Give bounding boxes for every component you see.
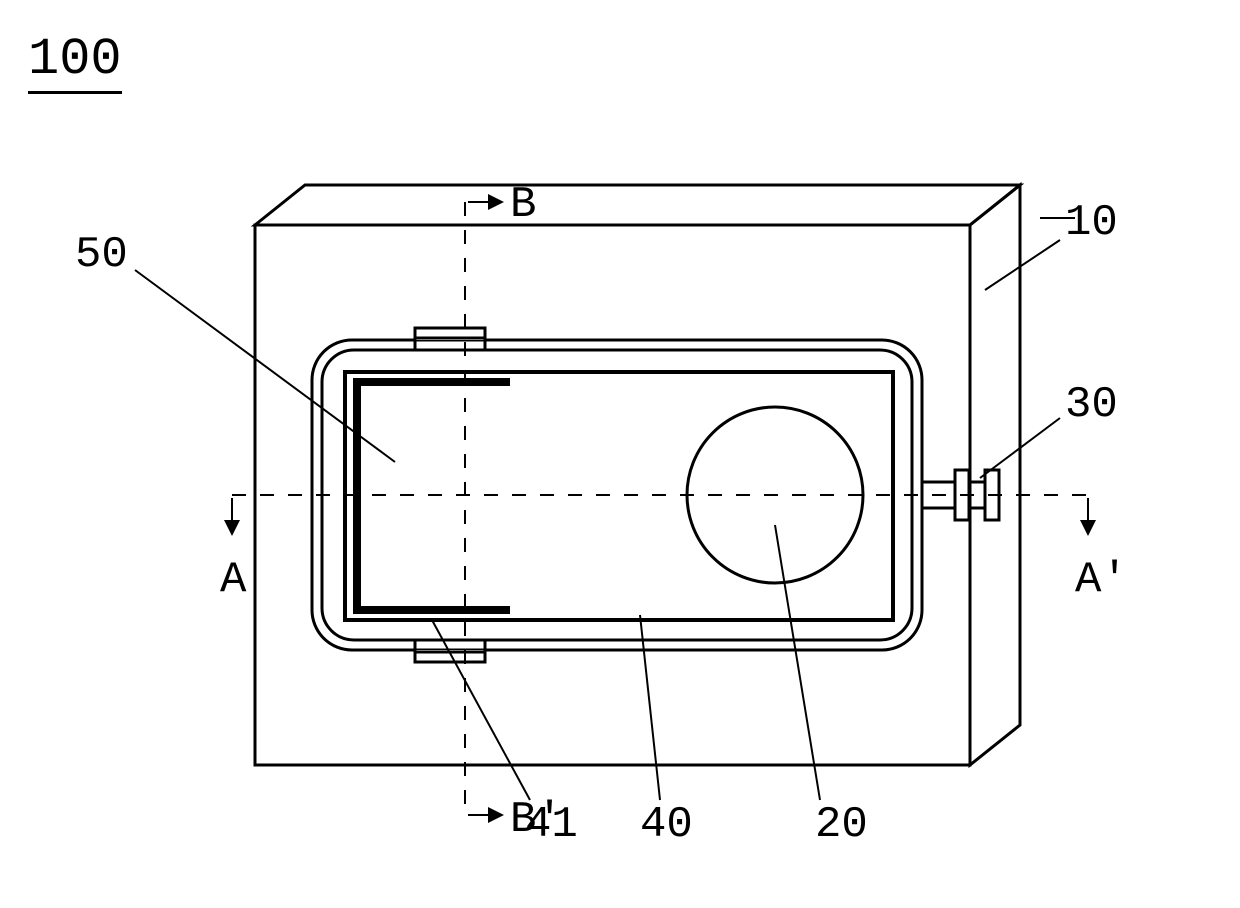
label-30: 30 bbox=[1065, 380, 1118, 430]
patent-diagram: 100 A A' B B' 50 10 30 20 40 41 bbox=[0, 0, 1240, 908]
label-50: 50 bbox=[75, 230, 128, 280]
label-10: 10 bbox=[1065, 198, 1118, 248]
label-40: 40 bbox=[640, 800, 693, 850]
label-A-prime: A' bbox=[1075, 555, 1128, 605]
label-A: A bbox=[220, 555, 246, 605]
inner-rect-41 bbox=[345, 372, 893, 620]
label-41: 41 bbox=[525, 800, 578, 850]
diagram-svg bbox=[0, 0, 1240, 908]
outer-block bbox=[255, 185, 1020, 765]
figure-label: 100 bbox=[28, 30, 122, 94]
label-20: 20 bbox=[815, 800, 868, 850]
section-line-B bbox=[465, 194, 504, 823]
label-B: B bbox=[510, 180, 536, 230]
